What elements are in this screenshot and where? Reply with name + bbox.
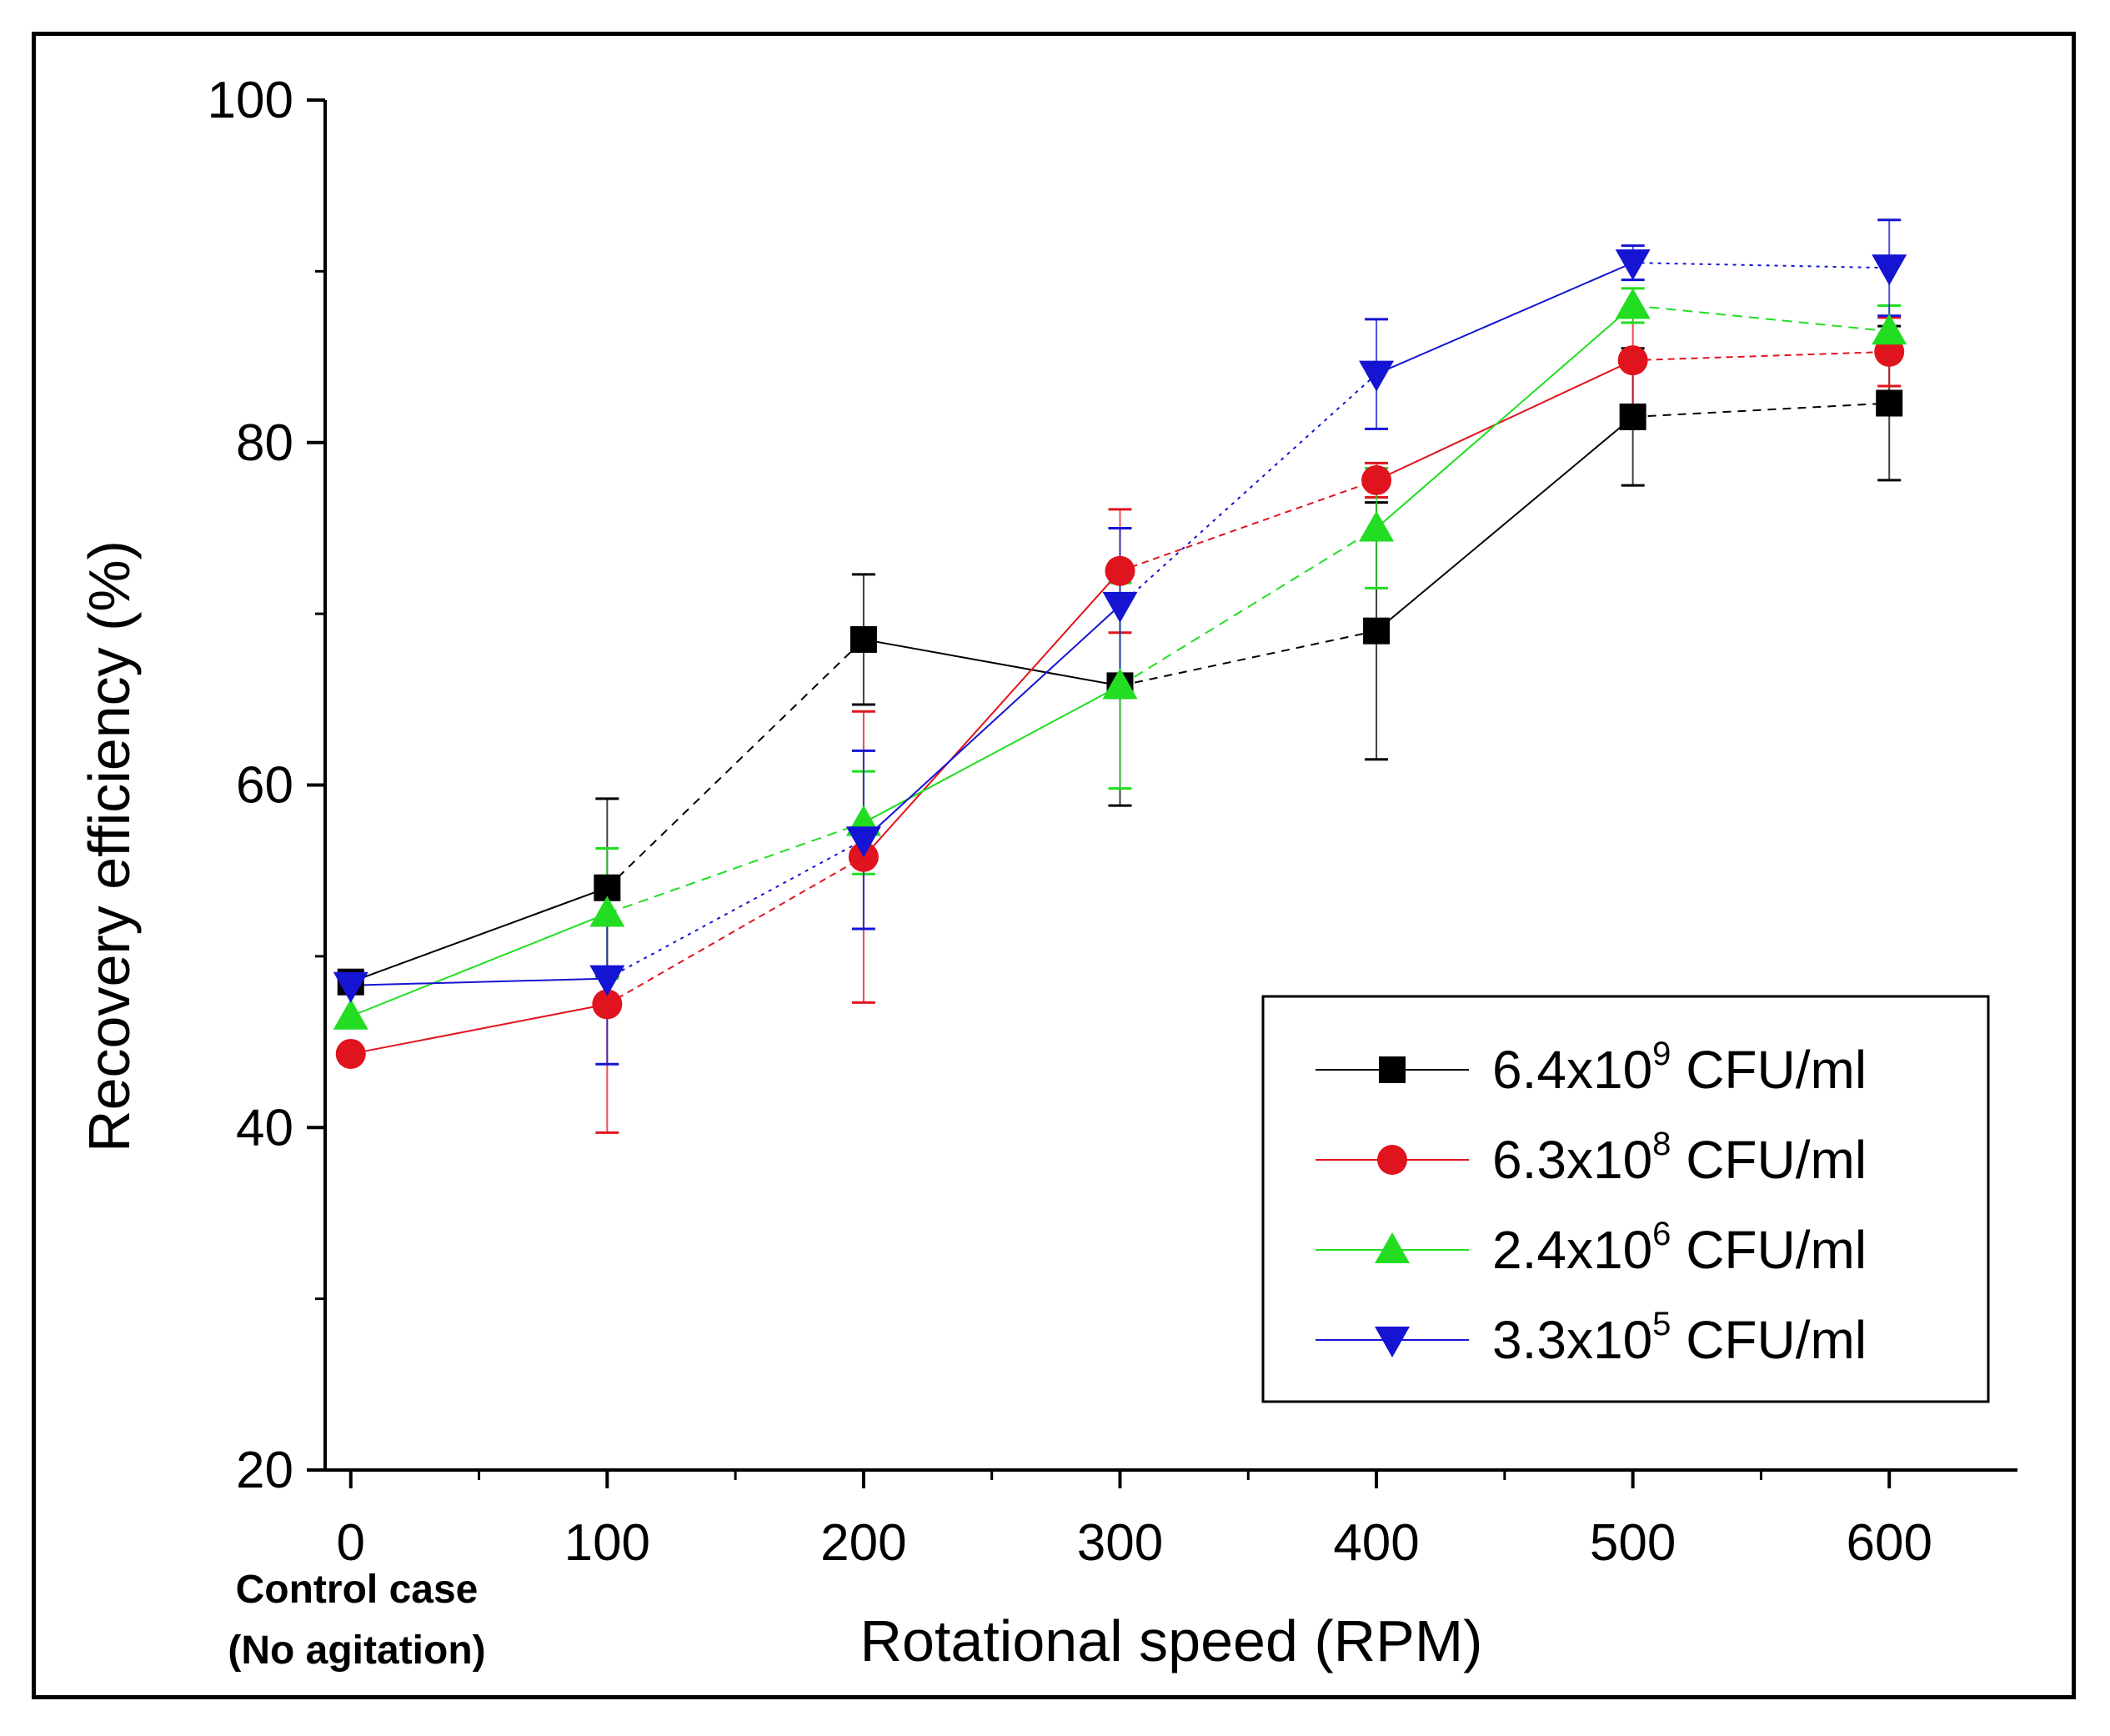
series-lines bbox=[350, 262, 1890, 1055]
x-tick-label: 500 bbox=[1590, 1514, 1676, 1572]
data-point bbox=[1619, 403, 1646, 430]
legend-marker bbox=[1375, 1327, 1410, 1357]
series-segment bbox=[606, 639, 865, 889]
data-point bbox=[850, 625, 877, 653]
series-segment bbox=[1376, 416, 1634, 632]
y-tick-label: 100 bbox=[208, 72, 293, 129]
data-point bbox=[589, 965, 625, 996]
series-segment bbox=[863, 570, 1121, 858]
legend-label: 2.4x106 CFU/ml bbox=[1492, 1216, 1867, 1280]
x-axis-title: Rotational speed (RPM) bbox=[860, 1608, 1483, 1673]
legend-label-exponent: 5 bbox=[1652, 1306, 1671, 1342]
series-segment bbox=[1376, 304, 1634, 529]
series-segment bbox=[1632, 262, 1890, 269]
legend-label: 6.3x108 CFU/ml bbox=[1492, 1126, 1867, 1190]
data-point bbox=[589, 896, 625, 927]
legend-label-unit: CFU/ml bbox=[1671, 1310, 1867, 1370]
series-segment bbox=[606, 855, 865, 1006]
x-tick-label: 100 bbox=[564, 1514, 650, 1572]
data-point bbox=[1102, 668, 1138, 700]
data-markers bbox=[333, 249, 1907, 1069]
x-tick-label: 300 bbox=[1077, 1514, 1163, 1572]
series-segment bbox=[350, 886, 608, 983]
series-segment bbox=[1376, 262, 1634, 375]
series-segment bbox=[606, 839, 865, 980]
data-point bbox=[1102, 591, 1138, 623]
x-tick-label: 400 bbox=[1333, 1514, 1419, 1572]
x-tick-label: 200 bbox=[820, 1514, 906, 1572]
series-segment bbox=[1632, 402, 1890, 418]
data-point bbox=[1105, 555, 1135, 586]
legend-label-unit: CFU/ml bbox=[1671, 1220, 1867, 1280]
series-segment bbox=[350, 977, 608, 986]
y-axis-title: Recovery efficiency (%) bbox=[77, 540, 142, 1152]
series-segment bbox=[1120, 630, 1377, 687]
legend-marker bbox=[1375, 1232, 1410, 1263]
data-point bbox=[1361, 464, 1392, 495]
axis-ticks: 20 40 60 80 100 0 100 200 300 400 500 600 bbox=[208, 72, 1932, 1572]
series-segment bbox=[1376, 359, 1634, 481]
series-segment bbox=[1632, 304, 1890, 333]
legend-marker bbox=[1377, 1145, 1407, 1175]
data-point bbox=[1363, 617, 1391, 645]
legend-label: 6.4x109 CFU/ml bbox=[1492, 1036, 1867, 1100]
data-point bbox=[592, 989, 623, 1020]
legend-label-base: 6.3x10 bbox=[1492, 1130, 1652, 1190]
x-tick-label: 600 bbox=[1846, 1514, 1932, 1572]
series-segment bbox=[350, 912, 608, 1017]
legend-label-base: 3.3x10 bbox=[1492, 1310, 1652, 1370]
legend-label-base: 2.4x10 bbox=[1492, 1220, 1652, 1280]
data-point bbox=[1876, 389, 1903, 417]
series-segment bbox=[863, 685, 1120, 824]
data-point bbox=[1615, 288, 1651, 319]
y-tick-label: 60 bbox=[236, 757, 293, 815]
series-segment bbox=[1119, 373, 1377, 606]
series-segment bbox=[1120, 479, 1377, 572]
x-note-line-2: (No agitation) bbox=[228, 1628, 485, 1673]
x-note-line-1: Control case bbox=[236, 1568, 479, 1612]
y-tick-label: 20 bbox=[236, 1442, 293, 1499]
y-tick-label: 80 bbox=[236, 414, 293, 472]
data-point bbox=[1359, 510, 1395, 542]
figure-frame bbox=[32, 32, 2076, 1699]
series-segment bbox=[1119, 527, 1377, 687]
data-point bbox=[1872, 314, 1907, 345]
series-segment bbox=[863, 638, 1120, 687]
data-point bbox=[333, 971, 368, 1003]
legend-label-unit: CFU/ml bbox=[1671, 1130, 1867, 1190]
data-point bbox=[1617, 345, 1648, 376]
data-point bbox=[335, 1038, 366, 1069]
legend-label-exponent: 8 bbox=[1652, 1126, 1671, 1162]
legend-label-unit: CFU/ml bbox=[1671, 1040, 1867, 1100]
series-segment bbox=[1632, 350, 1890, 362]
legend-label-base: 6.4x10 bbox=[1492, 1040, 1652, 1100]
data-point bbox=[333, 998, 368, 1030]
data-point bbox=[845, 826, 881, 858]
legend-marker bbox=[1379, 1056, 1406, 1083]
series-segment bbox=[350, 1003, 608, 1055]
legend: 6.4x109 CFU/ml6.3x108 CFU/ml2.4x106 CFU/… bbox=[1261, 995, 1990, 1403]
legend-label-exponent: 6 bbox=[1652, 1216, 1671, 1252]
x-tick-label: 0 bbox=[337, 1514, 365, 1572]
data-point bbox=[1615, 249, 1651, 281]
legend-label-exponent: 9 bbox=[1652, 1036, 1671, 1072]
series-segment bbox=[606, 821, 865, 915]
data-point bbox=[1872, 254, 1907, 286]
series-segment bbox=[863, 605, 1121, 840]
data-point bbox=[1359, 360, 1395, 392]
legend-label: 3.3x105 CFU/ml bbox=[1492, 1306, 1867, 1370]
y-tick-label: 40 bbox=[236, 1099, 293, 1156]
